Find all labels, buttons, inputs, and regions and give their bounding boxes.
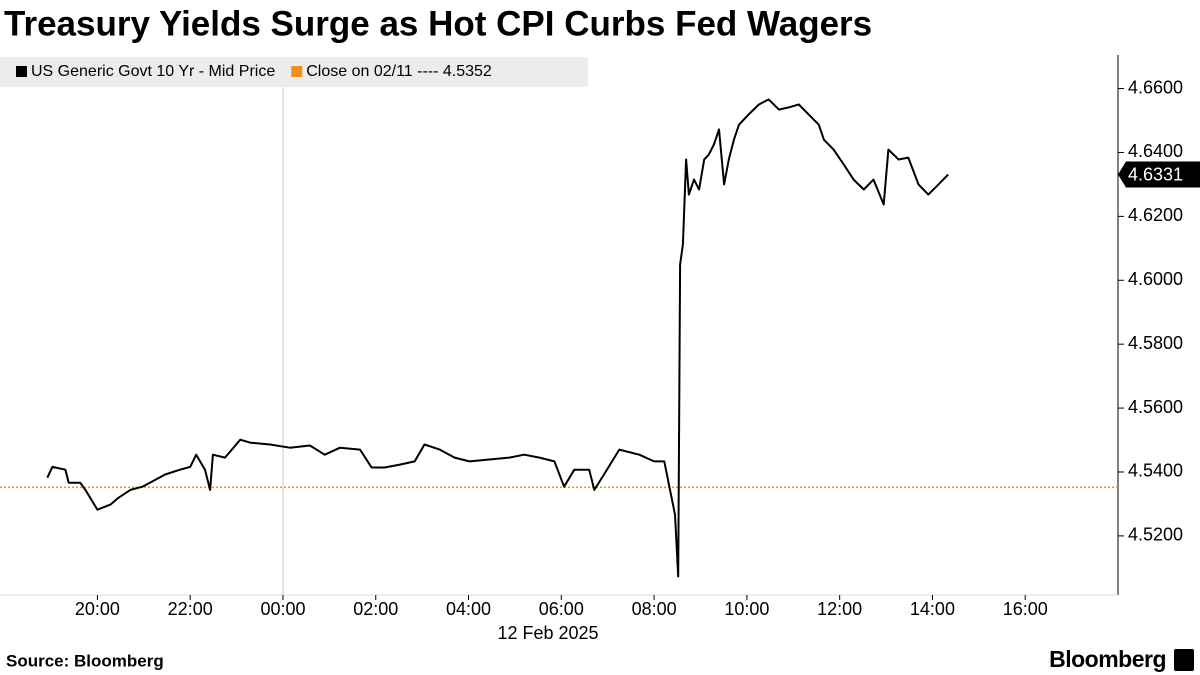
last-value-box [1118,161,1200,188]
y-tick-label: 4.5400 [1128,461,1183,481]
source: Source: Bloomberg [6,651,164,670]
chart-title: Treasury Yields Surge as Hot CPI Curbs F… [4,4,872,43]
x-tick-label: 02:00 [353,599,398,619]
x-tick-label: 22:00 [168,599,213,619]
legend-swatch [291,66,303,77]
series-line [46,98,949,578]
y-tick-label: 4.6000 [1128,269,1183,289]
x-tick-label: 08:00 [632,599,677,619]
brand: Bloomberg [1049,646,1166,672]
y-tick-label: 4.5200 [1128,525,1183,545]
x-tick-label: 20:00 [75,599,120,619]
x-tick-label: 14:00 [910,599,955,619]
last-value-label: 4.6331 [1128,164,1183,184]
brand-icon [1174,649,1194,671]
y-tick-label: 4.6400 [1128,141,1183,161]
y-tick-label: 4.5800 [1128,333,1183,353]
y-tick-label: 4.6600 [1128,77,1183,97]
y-tick-label: 4.6200 [1128,205,1183,225]
x-tick-label: 00:00 [260,599,305,619]
legend-label: Close on 02/11 ---- 4.5352 [306,63,492,80]
legend-swatch [16,66,27,77]
x-tick-label: 04:00 [446,599,491,619]
y-tick-label: 4.5600 [1128,397,1183,417]
x-tick-label: 16:00 [1003,599,1048,619]
x-tick-label: 10:00 [724,599,769,619]
x-tick-label: 12:00 [817,599,862,619]
x-tick-label: 06:00 [539,599,584,619]
legend-label: US Generic Govt 10 Yr - Mid Price [31,63,275,80]
x-axis-label: 12 Feb 2025 [497,623,598,643]
